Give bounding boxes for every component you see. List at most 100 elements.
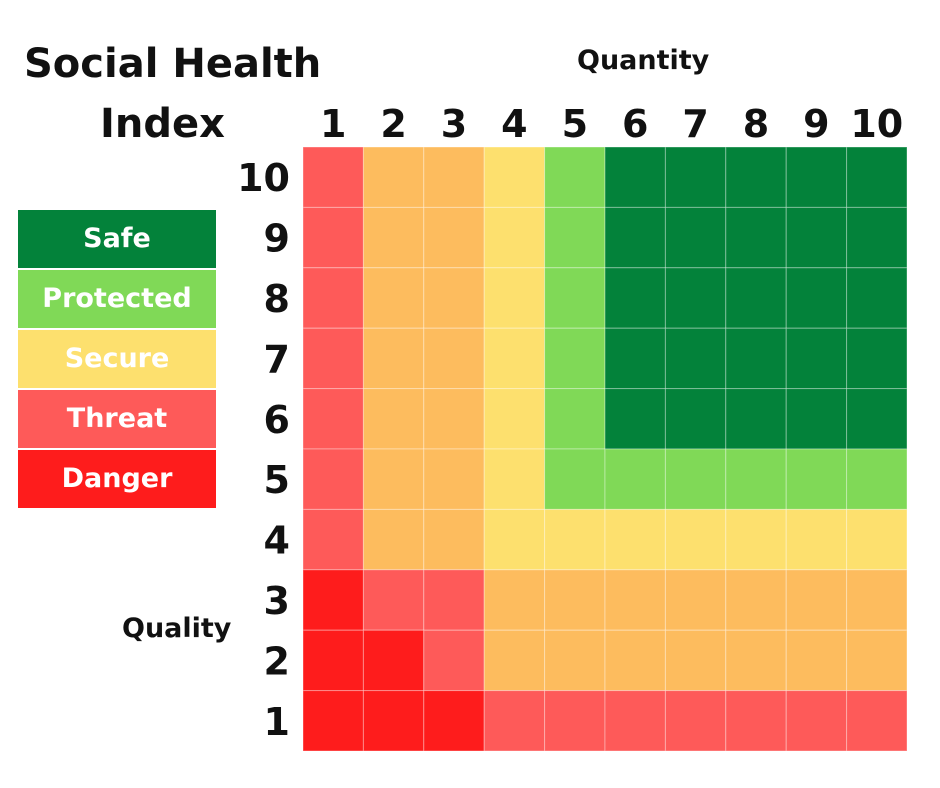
heatmap-cell-q7-n5 — [544, 327, 606, 390]
heatmap-cell-q3-n4 — [483, 569, 546, 631]
heatmap-cell-q10-n2 — [362, 146, 425, 208]
heatmap-cell-q4-n10 — [846, 508, 908, 571]
heatmap-cell-q6-n8 — [725, 388, 787, 450]
heatmap-cell-q7-n1 — [302, 327, 364, 390]
heatmap-cell-q9-n4 — [483, 206, 546, 269]
legend-item-danger: Danger — [18, 450, 216, 510]
heatmap-cell-q7-n6 — [604, 327, 666, 390]
heatmap-cell-q10-n10 — [846, 146, 908, 208]
heatmap-cell-q1-n5 — [544, 690, 606, 752]
heatmap-cell-q1-n7 — [664, 690, 727, 752]
heatmap-cell-q8-n7 — [664, 267, 727, 329]
heatmap-cell-q10-n9 — [785, 146, 848, 208]
heatmap-cell-q4-n8 — [725, 508, 787, 571]
heatmap-cell-q5-n5 — [544, 448, 606, 510]
heatmap-cell-q8-n1 — [302, 267, 364, 329]
heatmap-cell-q8-n8 — [725, 267, 787, 329]
heatmap-cell-q9-n8 — [725, 206, 787, 269]
heatmap-cell-q9-n2 — [362, 206, 425, 269]
x-tick-label: 2 — [380, 102, 406, 146]
heatmap-cell-q5-n10 — [846, 448, 908, 510]
heatmap-cell-q1-n10 — [846, 690, 908, 752]
heatmap-cell-q6-n3 — [423, 388, 485, 450]
y-axis-title: Quality — [122, 613, 232, 644]
heatmap-cell-q8-n10 — [846, 267, 908, 329]
heatmap-cell-q2-n7 — [664, 629, 727, 692]
heatmap-cell-q6-n7 — [664, 388, 727, 450]
heatmap-cell-q6-n1 — [302, 388, 364, 450]
heatmap-cell-q9-n1 — [302, 206, 364, 269]
heatmap-cell-q1-n9 — [785, 690, 848, 752]
x-tick-label: 8 — [743, 102, 769, 146]
heatmap-cell-q5-n2 — [362, 448, 425, 510]
legend-item-threat: Threat — [18, 390, 216, 450]
heatmap-cell-q9-n7 — [664, 206, 727, 269]
x-tick-label: 3 — [441, 102, 467, 146]
chart-title-line-2: Index — [100, 101, 225, 147]
x-tick-label: 10 — [850, 102, 903, 146]
heatmap-cell-q2-n6 — [604, 629, 666, 692]
y-tick-label: 5 — [264, 458, 290, 502]
heatmap-cell-q8-n2 — [362, 267, 425, 329]
heatmap-cell-q10-n6 — [604, 146, 666, 208]
heatmap-cell-q2-n2 — [362, 629, 425, 692]
heatmap-cell-q1-n2 — [362, 690, 425, 752]
heatmap-cell-q3-n5 — [544, 569, 606, 631]
heatmap-cell-q4-n6 — [604, 508, 666, 571]
legend-item-protected: Protected — [18, 270, 216, 330]
heatmap-cell-q2-n3 — [423, 629, 485, 692]
heatmap-cell-q5-n3 — [423, 448, 485, 510]
heatmap-cell-q9-n3 — [423, 206, 485, 269]
y-tick-label: 9 — [264, 217, 290, 261]
heatmap-cell-q5-n4 — [483, 448, 546, 510]
heatmap-cell-q7-n2 — [362, 327, 425, 390]
heatmap-cell-q5-n6 — [604, 448, 666, 510]
legend-item-secure: Secure — [18, 330, 216, 390]
x-tick-label: 5 — [562, 102, 588, 146]
y-tick-label: 1 — [264, 700, 290, 744]
heatmap-cell-q9-n10 — [846, 206, 908, 269]
heatmap-cell-q10-n8 — [725, 146, 787, 208]
heatmap-cell-q6-n2 — [362, 388, 425, 450]
heatmap-cell-q10-n3 — [423, 146, 485, 208]
heatmap-cell-q6-n4 — [483, 388, 546, 450]
heatmap-cell-q6-n9 — [785, 388, 848, 450]
heatmap-cell-q6-n6 — [604, 388, 666, 450]
heatmap-cell-q1-n1 — [302, 690, 364, 752]
heatmap-cell-q10-n5 — [544, 146, 606, 208]
x-tick-label: 9 — [803, 102, 829, 146]
heatmap-cell-q4-n7 — [664, 508, 727, 571]
heatmap-cell-q9-n5 — [544, 206, 606, 269]
heatmap-cell-q1-n4 — [483, 690, 546, 752]
heatmap-cell-q7-n4 — [483, 327, 546, 390]
heatmap-cell-q8-n6 — [604, 267, 666, 329]
x-tick-label: 1 — [320, 102, 346, 146]
heatmap-cell-q7-n10 — [846, 327, 908, 390]
heatmap-cell-q10-n4 — [483, 146, 546, 208]
heatmap-cell-q4-n2 — [362, 508, 425, 571]
heatmap-cell-q3-n1 — [302, 569, 364, 631]
heatmap-cell-q2-n5 — [544, 629, 606, 692]
heatmap-cell-q5-n8 — [725, 448, 787, 510]
heatmap-cell-q4-n9 — [785, 508, 848, 571]
heatmap-cell-q7-n3 — [423, 327, 485, 390]
heatmap-cell-q4-n1 — [302, 508, 364, 571]
heatmap-cell-q5-n9 — [785, 448, 848, 510]
heatmap-cell-q2-n1 — [302, 629, 364, 692]
y-tick-label: 10 — [237, 156, 290, 200]
y-tick-label: 8 — [264, 277, 290, 321]
heatmap-cell-q8-n4 — [483, 267, 546, 329]
heatmap-cell-q2-n8 — [725, 629, 787, 692]
heatmap-cell-q8-n3 — [423, 267, 485, 329]
heatmap-cell-q1-n3 — [423, 690, 485, 752]
heatmap-cell-q10-n1 — [302, 146, 364, 208]
heatmap-cell-q1-n6 — [604, 690, 666, 752]
chart-title-line-1: Social Health — [24, 41, 322, 87]
heatmap-cell-q9-n9 — [785, 206, 848, 269]
legend-item-safe: Safe — [18, 210, 216, 270]
heatmap-cell-q8-n9 — [785, 267, 848, 329]
legend: Safe Protected Secure Threat Danger — [18, 210, 216, 510]
heatmap-cell-q2-n4 — [483, 629, 546, 692]
heatmap-cell-q8-n5 — [544, 267, 606, 329]
